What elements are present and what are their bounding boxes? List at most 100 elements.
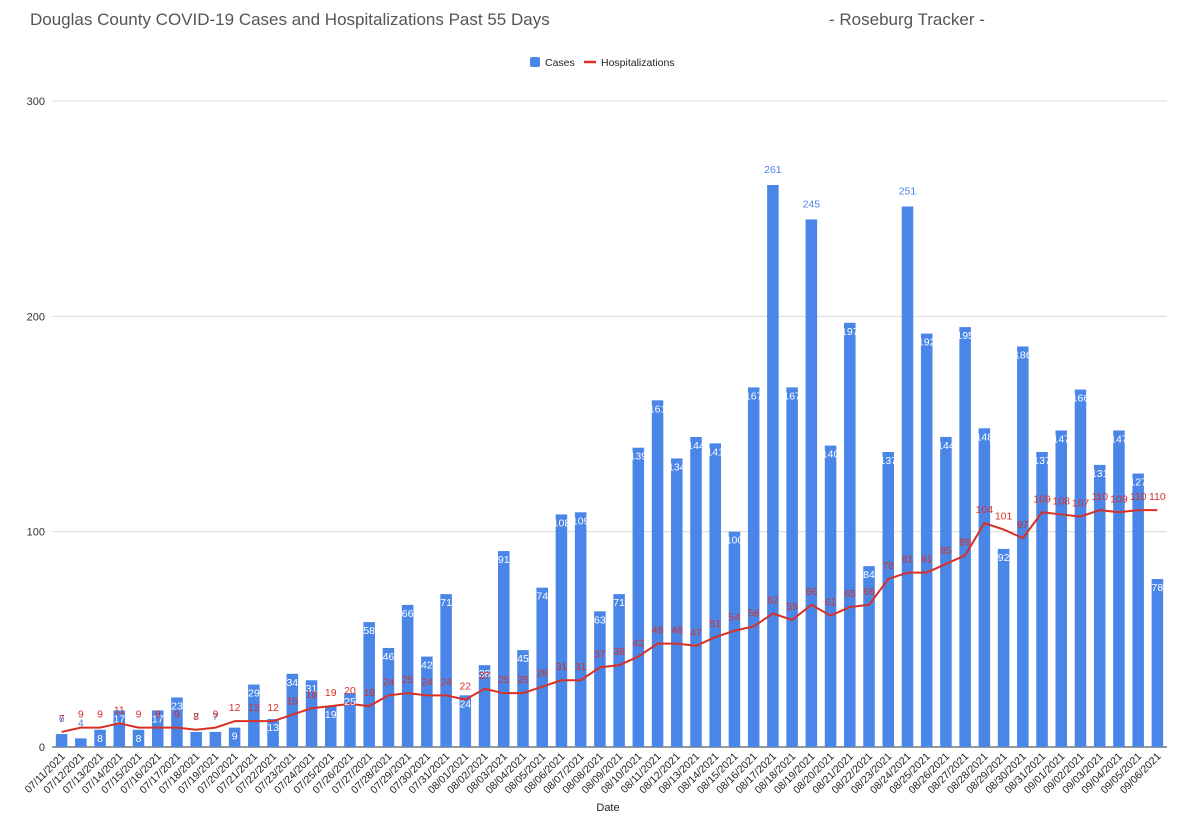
hospitalizations-data-label: 81 bbox=[902, 554, 914, 566]
cases-bar bbox=[747, 387, 760, 747]
cases-data-label: 147 bbox=[1053, 433, 1071, 445]
cases-bar bbox=[286, 673, 299, 747]
cases-bar bbox=[113, 710, 126, 747]
cases-bar bbox=[478, 665, 491, 747]
cases-bar bbox=[94, 729, 106, 747]
cases-bar bbox=[344, 693, 356, 747]
cases-bar bbox=[786, 387, 798, 747]
hospitalizations-data-label: 24 bbox=[421, 676, 433, 688]
cases-data-label: 147 bbox=[1110, 433, 1128, 445]
cases-bar bbox=[517, 650, 529, 747]
cases-bar bbox=[709, 443, 721, 747]
cases-data-label: 167 bbox=[783, 390, 801, 402]
cases-bar bbox=[1036, 451, 1048, 747]
hospitalizations-data-label: 89 bbox=[959, 536, 971, 548]
hospitalizations-data-label: 66 bbox=[863, 586, 875, 598]
cases-data-label: 17 bbox=[113, 713, 125, 725]
x-axis-title: Date bbox=[596, 802, 619, 814]
cases-bar bbox=[132, 729, 145, 747]
hospitalizations-data-label: 24 bbox=[383, 676, 395, 688]
hospitalizations-data-label: 51 bbox=[709, 618, 721, 630]
cases-bar bbox=[844, 322, 856, 747]
legend-cases-label: Cases bbox=[545, 57, 575, 69]
cases-bar bbox=[690, 436, 702, 747]
cases-bar bbox=[594, 611, 606, 747]
hospitalizations-data-label: 42 bbox=[632, 638, 644, 650]
y-axis: 0 100 200 300 bbox=[27, 96, 45, 754]
hospitalizations-data-label: 109 bbox=[1110, 493, 1128, 505]
cases-data-label: 25 bbox=[344, 696, 356, 708]
cases-data-label: 17 bbox=[152, 713, 164, 725]
cases-bar bbox=[1132, 473, 1144, 747]
cases-data-label: 63 bbox=[594, 614, 606, 626]
hospitalizations-data-label: 25 bbox=[517, 674, 529, 686]
hospitalizations-data-label: 25 bbox=[498, 674, 510, 686]
cases-data-label: 8 bbox=[136, 733, 142, 745]
cases-bar bbox=[901, 206, 914, 747]
cases-data-label: 8 bbox=[97, 733, 103, 745]
cases-bar bbox=[363, 622, 375, 747]
hospitalizations-data-label: 48 bbox=[671, 625, 683, 637]
cases-bar bbox=[324, 706, 337, 747]
cases-bar bbox=[824, 445, 837, 747]
hospitalizations-data-label: 104 bbox=[976, 504, 994, 516]
cases-bar bbox=[267, 719, 279, 747]
cases-bars bbox=[55, 184, 1164, 748]
cases-bar bbox=[1074, 389, 1087, 747]
hospitalizations-data-label: 38 bbox=[613, 646, 625, 658]
cases-data-label: 66 bbox=[402, 608, 414, 620]
hospitalizations-data-label: 81 bbox=[921, 554, 933, 566]
legend-hospitalizations-label: Hospitalizations bbox=[601, 57, 675, 69]
cases-bar bbox=[151, 710, 164, 747]
cases-bar bbox=[459, 695, 472, 747]
cases-data-label: 7 bbox=[193, 711, 199, 723]
cases-data-label: 109 bbox=[572, 515, 590, 527]
hospitalizations-data-label: 110 bbox=[1149, 491, 1166, 503]
hospitalizations-data-label: 56 bbox=[748, 607, 760, 619]
cases-bar bbox=[940, 436, 952, 747]
cases-bar bbox=[651, 400, 664, 747]
y-tick-label: 300 bbox=[27, 96, 45, 108]
cases-data-label: 38 bbox=[479, 668, 491, 680]
cases-data-label: 91 bbox=[498, 554, 510, 566]
cases-bar bbox=[671, 458, 683, 747]
hospitalizations-data-label: 8 bbox=[193, 711, 199, 723]
cases-bar bbox=[209, 731, 222, 747]
hospitalizations-data-label: 37 bbox=[594, 648, 606, 660]
cases-data-label: 137 bbox=[879, 455, 897, 467]
cases-bar bbox=[805, 219, 818, 747]
y-tick-label: 0 bbox=[39, 742, 45, 754]
cases-bar bbox=[613, 594, 625, 747]
cases-bar bbox=[190, 731, 202, 747]
cases-data-label: 78 bbox=[1152, 582, 1164, 594]
cases-bar bbox=[1055, 430, 1068, 747]
hospitalizations-data-label: 85 bbox=[940, 545, 952, 557]
cases-data-label: 74 bbox=[536, 591, 548, 603]
hospitalizations-data-label: 9 bbox=[78, 709, 84, 721]
cases-bar bbox=[382, 647, 395, 747]
cases-data-label: 23 bbox=[171, 700, 183, 712]
cases-data-label: 251 bbox=[899, 186, 917, 198]
cases-bar bbox=[1017, 346, 1029, 747]
cases-bar bbox=[55, 734, 68, 747]
hospitalizations-data-label: 27 bbox=[479, 670, 491, 682]
y-tick-label: 100 bbox=[27, 527, 45, 539]
hospitalizations-data-label: 18 bbox=[306, 689, 318, 701]
hospitalizations-line bbox=[61, 509, 1158, 733]
cases-data-label: 144 bbox=[687, 440, 705, 452]
cases-data-label: 13 bbox=[267, 722, 279, 734]
cases-data-label: 261 bbox=[764, 164, 782, 176]
cases-data-label: 141 bbox=[706, 446, 724, 458]
cases-data-label: 127 bbox=[1129, 477, 1147, 489]
cases-bar bbox=[498, 551, 510, 747]
hospitalizations-data-label: 110 bbox=[1130, 491, 1147, 503]
hospitalizations-series-line bbox=[61, 509, 1158, 733]
cases-bar bbox=[421, 656, 433, 747]
cases-data-label: 131 bbox=[1091, 468, 1109, 480]
cases-bar bbox=[1151, 579, 1164, 747]
hospitalizations-data-label: 109 bbox=[1033, 493, 1051, 505]
cases-bar bbox=[305, 680, 318, 747]
cases-bar bbox=[440, 594, 452, 747]
cases-bar bbox=[248, 684, 260, 747]
hospitalizations-data-label: 22 bbox=[459, 681, 471, 693]
